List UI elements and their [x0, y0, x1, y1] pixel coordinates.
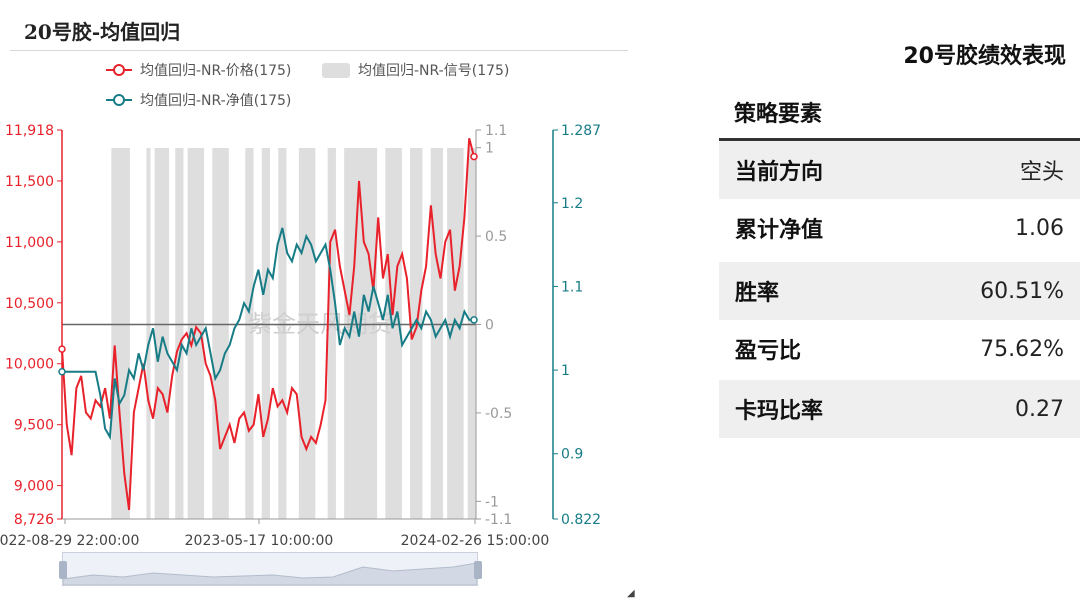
- signal-area: [175, 148, 184, 519]
- y-tick-label-left: 11,918: [5, 123, 54, 139]
- price-point: [58, 345, 66, 353]
- y-tick-label-signal: 0.5: [485, 229, 507, 245]
- legend-area-swatch-icon: [322, 62, 350, 78]
- row-label: 盈亏比: [735, 339, 802, 364]
- table-row: 盈亏比 75.62%: [719, 320, 1080, 378]
- signal-area: [154, 148, 170, 519]
- y-tick-label-right: 0.822: [561, 512, 601, 528]
- legend-label-nav: 均值回归-NR-净值(175): [140, 93, 292, 109]
- y-tick-label-signal: 1: [485, 141, 494, 157]
- chart-title: 20号胶-均值回归: [24, 20, 181, 44]
- datazoom-handle-right[interactable]: [474, 561, 482, 579]
- chart-plot: 紫金天风期货11,91811,50011,00010,50010,0009,50…: [0, 123, 601, 549]
- row-value: 空头: [1019, 160, 1064, 185]
- price-point: [470, 152, 478, 161]
- y-tick-label-left: 9,500: [14, 418, 54, 434]
- y-tick-label-right: 1.287: [561, 123, 601, 139]
- legend-label-signal: 均值回归-NR-信号(175): [358, 63, 510, 79]
- signal-area: [327, 148, 336, 519]
- y-tick-label-left: 11,500: [5, 174, 54, 190]
- row-label: 卡玛比率: [735, 399, 824, 424]
- y-tick-label-left: 9,000: [14, 479, 54, 495]
- row-value: 60.51%: [980, 278, 1064, 304]
- row-value: 1.06: [1015, 215, 1064, 241]
- y-tick-label-right: 1.2: [561, 196, 583, 212]
- table-title: 20号胶绩效表现: [903, 44, 1066, 69]
- signal-area: [212, 148, 229, 519]
- x-tick-label: 2023-05-17 10:00:00: [185, 533, 334, 549]
- signal-area: [111, 148, 130, 519]
- datazoom-handle-left[interactable]: [59, 561, 67, 579]
- signal-area: [146, 148, 151, 519]
- table-header: 策略要素: [734, 102, 823, 127]
- table-row: 累计净值 1.06: [719, 199, 1080, 257]
- y-tick-label-right: 1: [561, 363, 570, 379]
- signal-area: [261, 148, 270, 519]
- x-tick-label: 2024-02-26 15:00:00: [401, 533, 550, 549]
- y-tick-label-left: 10,500: [5, 296, 54, 312]
- y-tick-label-left: 11,000: [5, 235, 54, 251]
- y-tick-label-signal: -1: [485, 494, 499, 510]
- title-divider: [10, 50, 628, 51]
- y-tick-label-signal: 0: [485, 318, 494, 334]
- legend-line-circle-icon: [106, 94, 132, 106]
- legend-label-price: 均值回归-NR-价格(175): [140, 63, 292, 79]
- row-label: 累计净值: [735, 218, 824, 243]
- datazoom-slider[interactable]: [62, 552, 478, 586]
- y-tick-label-signal: -0.5: [485, 406, 512, 422]
- legend-item-nav[interactable]: 均值回归-NR-净值(175): [106, 90, 291, 110]
- table-row: 胜率 60.51%: [719, 262, 1080, 320]
- y-tick-label-left: 10,000: [5, 357, 54, 373]
- signal-area: [298, 148, 316, 519]
- datazoom-preview: [62, 562, 478, 586]
- header-divider: [719, 138, 1080, 141]
- legend-line-circle-icon: [106, 64, 132, 76]
- row-label: 当前方向: [735, 160, 824, 185]
- y-tick-label-right: 1.1: [561, 279, 583, 295]
- y-tick-label-signal: 1.1: [485, 123, 507, 139]
- signal-area: [385, 148, 402, 519]
- signal-area: [467, 148, 476, 519]
- resize-corner-icon: ◢: [627, 588, 635, 599]
- y-tick-label-left: 8,726: [14, 512, 54, 528]
- x-tick-label: 2022-08-29 22:00:00: [0, 533, 139, 549]
- signal-area: [187, 148, 205, 519]
- signal-area: [245, 148, 254, 519]
- legend-item-price[interactable]: 均值回归-NR-价格(175): [106, 60, 291, 80]
- signal-area: [410, 148, 423, 519]
- y-tick-label-signal: -1.1: [485, 512, 512, 528]
- y-tick-label-right: 0.9: [561, 447, 583, 463]
- nav-point: [58, 368, 66, 376]
- row-value: 75.62%: [980, 336, 1064, 362]
- row-value: 0.27: [1015, 396, 1064, 422]
- nav-line: [62, 227, 474, 441]
- signal-area: [278, 148, 287, 519]
- nav-point: [470, 316, 478, 324]
- table-row: 卡玛比率 0.27: [719, 380, 1080, 438]
- table-row: 当前方向 空头: [719, 141, 1080, 199]
- legend-item-signal[interactable]: 均值回归-NR-信号(175): [322, 60, 509, 80]
- row-label: 胜率: [735, 281, 780, 306]
- price-line: [61, 138, 475, 511]
